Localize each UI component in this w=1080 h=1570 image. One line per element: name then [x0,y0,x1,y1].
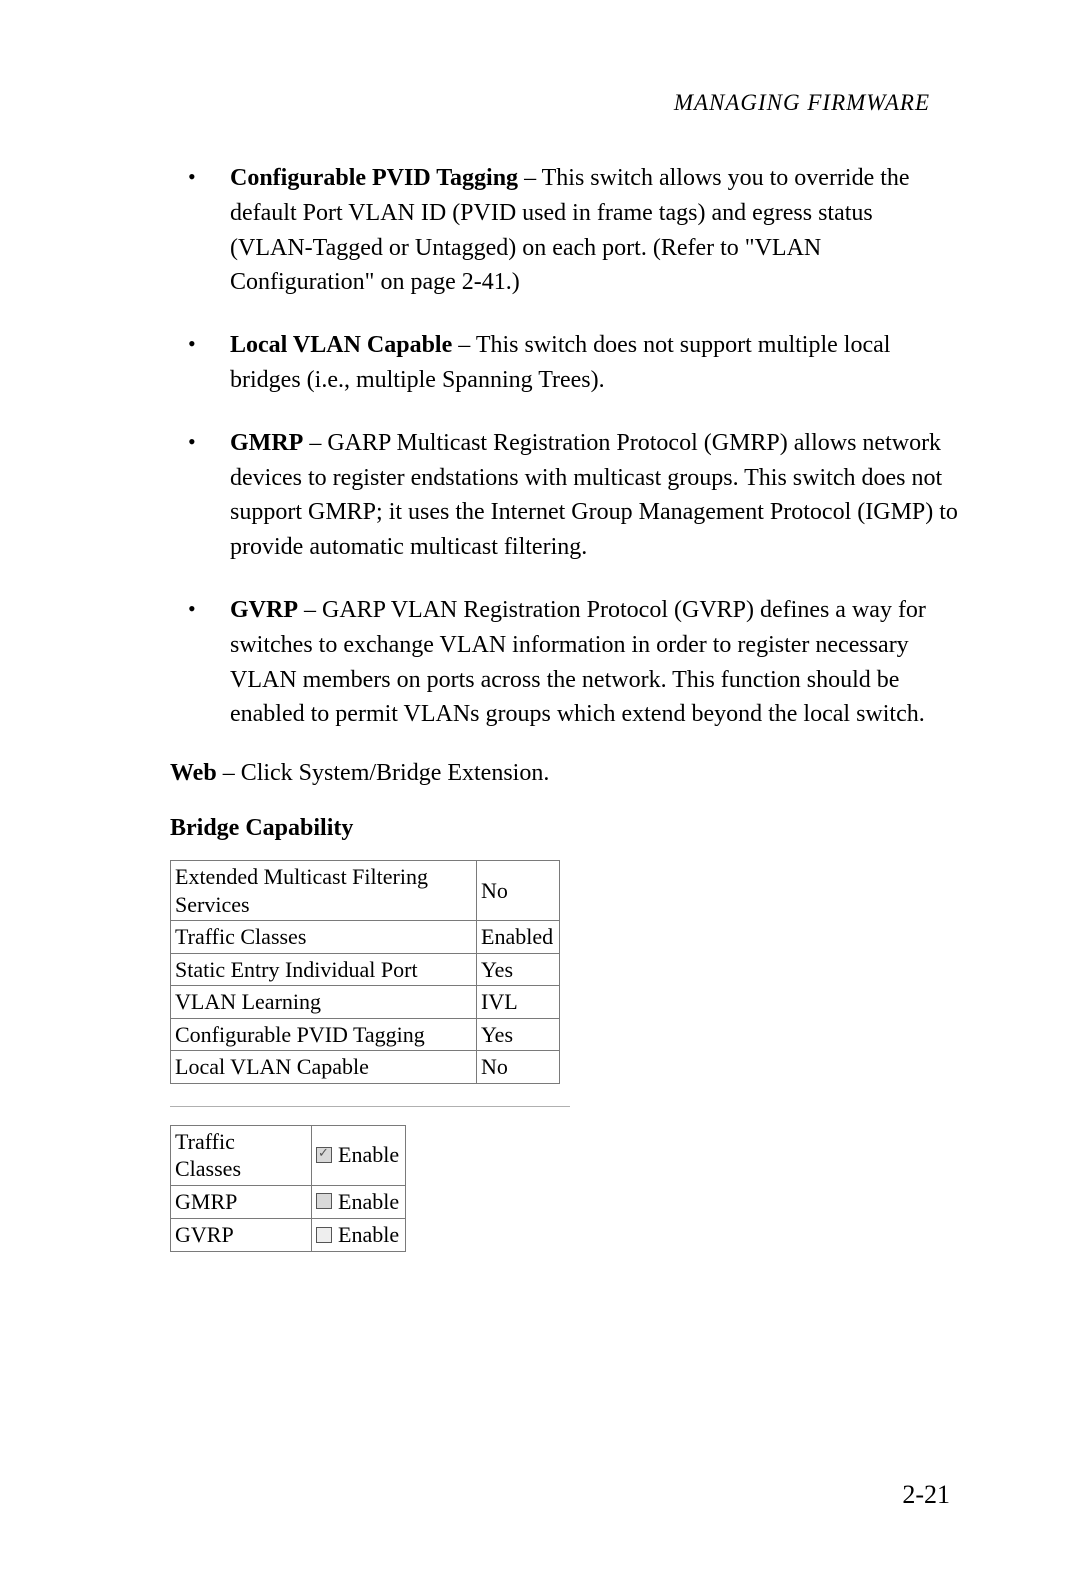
web-label: Web [170,760,217,786]
cap-label: VLAN Learning [171,986,477,1019]
bullet-term: GMRP [230,430,303,456]
opt-suffix: Enable [338,1188,399,1216]
bullet-term: GVRP [230,597,298,623]
cap-value: No [477,1051,560,1084]
checkbox-icon[interactable] [316,1147,332,1163]
bullet-list: Configurable PVID Tagging – This switch … [170,161,960,732]
opt-control-cell: Enable [312,1218,406,1251]
table-row: Local VLAN Capable No [171,1051,560,1084]
table-row: Extended Multicast Filtering Services No [171,861,560,921]
table-row: GVRP Enable [171,1218,406,1251]
bullet-item: GVRP – GARP VLAN Registration Protocol (… [170,593,960,732]
bullet-text: – GARP Multicast Registration Protocol (… [230,430,958,560]
bullet-item: Configurable PVID Tagging – This switch … [170,161,960,300]
cap-label: Traffic Classes [171,921,477,954]
opt-label: GMRP [171,1185,312,1218]
cap-label: Static Entry Individual Port [171,953,477,986]
page-header: MANAGING FIRMWARE [170,90,930,116]
table-row: Static Entry Individual Port Yes [171,953,560,986]
cap-value: Yes [477,953,560,986]
opt-control-cell: Enable [312,1125,406,1185]
opt-label: GVRP [171,1218,312,1251]
bullet-item: Local VLAN Capable – This switch does no… [170,328,960,398]
bullet-item: GMRP – GARP Multicast Registration Proto… [170,426,960,565]
table-row: GMRP Enable [171,1185,406,1218]
opt-label: Traffic Classes [171,1125,312,1185]
divider [170,1106,570,1107]
page: MANAGING FIRMWARE Configurable PVID Tagg… [0,0,1080,1570]
options-table: Traffic Classes Enable GMRP Enable GVRP [170,1125,406,1253]
opt-control-cell: Enable [312,1185,406,1218]
bridge-capability-table: Extended Multicast Filtering Services No… [170,860,560,1084]
table-row: VLAN Learning IVL [171,986,560,1019]
opt-suffix: Enable [338,1141,399,1169]
page-number: 2-21 [902,1480,950,1510]
cap-label: Extended Multicast Filtering Services [171,861,477,921]
web-text: – Click System/Bridge Extension. [217,760,550,786]
cap-value: No [477,861,560,921]
cap-value: Yes [477,1018,560,1051]
table-row: Traffic Classes Enable [171,1125,406,1185]
checkbox-icon[interactable] [316,1193,332,1209]
table-row: Configurable PVID Tagging Yes [171,1018,560,1051]
bullet-term: Local VLAN Capable [230,332,452,358]
checkbox-icon[interactable] [316,1227,332,1243]
web-line: Web – Click System/Bridge Extension. [170,760,960,787]
cap-value: IVL [477,986,560,1019]
bullet-term: Configurable PVID Tagging [230,165,518,191]
cap-label: Configurable PVID Tagging [171,1018,477,1051]
opt-suffix: Enable [338,1221,399,1249]
table-row: Traffic Classes Enabled [171,921,560,954]
cap-label: Local VLAN Capable [171,1051,477,1084]
bridge-capability-heading: Bridge Capability [170,815,960,842]
cap-value: Enabled [477,921,560,954]
bullet-text: – GARP VLAN Registration Protocol (GVRP)… [230,597,926,727]
